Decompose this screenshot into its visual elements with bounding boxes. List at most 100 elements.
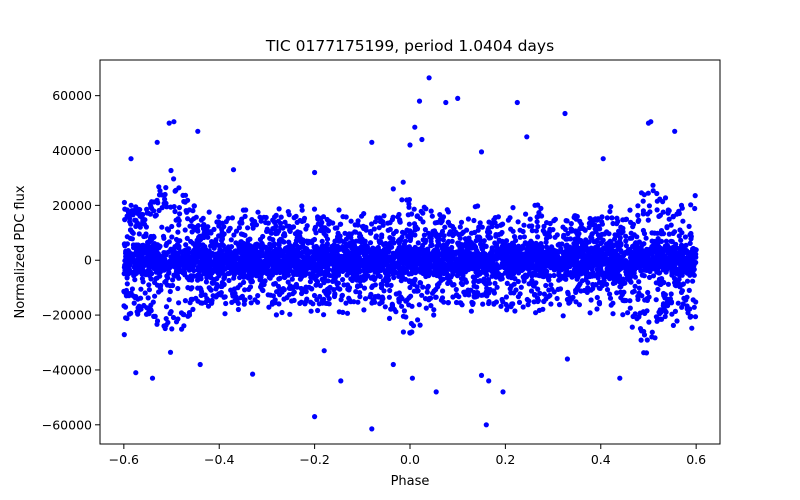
data-point	[470, 300, 476, 306]
data-point	[632, 311, 638, 317]
data-point	[255, 293, 261, 299]
data-point	[339, 293, 345, 299]
data-point	[221, 252, 227, 259]
data-point	[542, 263, 549, 269]
data-point	[666, 216, 672, 222]
data-point	[221, 267, 227, 273]
data-point	[317, 283, 323, 289]
data-point	[152, 293, 158, 299]
data-point	[264, 266, 270, 272]
data-point	[330, 267, 337, 273]
data-point	[278, 225, 284, 231]
data-point	[205, 297, 211, 303]
data-point	[534, 219, 540, 225]
data-point	[121, 199, 127, 206]
data-point	[126, 311, 132, 317]
data-point	[341, 260, 348, 267]
data-point	[607, 262, 613, 268]
data-point	[423, 206, 429, 212]
data-point	[679, 205, 685, 211]
data-point	[447, 229, 453, 235]
data-point	[315, 307, 321, 314]
data-point	[690, 278, 696, 284]
data-point	[679, 304, 685, 310]
data-point	[510, 252, 516, 259]
data-point	[461, 289, 467, 295]
data-point	[494, 249, 500, 255]
data-point	[176, 222, 182, 228]
data-point	[668, 300, 675, 306]
data-point	[233, 294, 239, 300]
data-point	[328, 259, 334, 265]
data-point	[498, 303, 504, 309]
data-point	[393, 309, 399, 315]
data-point	[510, 301, 516, 307]
data-point	[128, 202, 134, 208]
data-point	[592, 244, 599, 251]
data-point	[313, 230, 319, 236]
data-point	[308, 299, 314, 305]
data-point	[257, 236, 263, 243]
data-point	[590, 286, 596, 292]
data-point	[121, 271, 127, 277]
data-point	[554, 295, 560, 302]
data-point	[167, 349, 174, 355]
data-point	[399, 229, 406, 235]
data-point	[456, 264, 463, 270]
data-point	[423, 305, 429, 311]
data-point	[541, 223, 547, 229]
data-point	[170, 282, 176, 289]
data-point	[299, 207, 305, 213]
data-point	[507, 215, 513, 221]
data-point	[633, 260, 639, 266]
data-point	[121, 288, 127, 294]
data-point	[182, 298, 188, 304]
data-point	[389, 303, 396, 309]
data-point	[575, 262, 581, 268]
data-point	[407, 237, 413, 244]
data-point	[610, 311, 616, 317]
data-point	[491, 288, 497, 294]
data-point	[601, 270, 607, 276]
data-point	[371, 226, 377, 232]
data-point	[268, 270, 274, 276]
data-point	[586, 239, 592, 245]
data-point	[402, 267, 408, 273]
data-point	[163, 316, 169, 322]
data-point	[183, 242, 189, 248]
data-point	[379, 234, 385, 240]
data-point	[320, 261, 326, 267]
data-point	[457, 224, 463, 230]
data-point	[456, 249, 462, 255]
data-point	[143, 311, 150, 317]
data-point	[387, 244, 393, 250]
data-point	[349, 255, 355, 261]
data-point	[494, 223, 500, 229]
data-point	[162, 279, 168, 285]
data-point	[336, 207, 342, 213]
data-point	[248, 277, 255, 283]
data-point	[531, 283, 537, 289]
data-point	[484, 229, 491, 235]
data-point	[543, 239, 549, 245]
data-point	[332, 238, 338, 244]
data-point	[470, 274, 476, 280]
data-point	[379, 297, 385, 303]
data-point	[313, 246, 319, 252]
data-point	[146, 287, 152, 293]
data-point	[412, 224, 418, 230]
data-point	[444, 240, 451, 246]
data-point	[209, 239, 215, 245]
data-point	[431, 312, 437, 318]
data-point	[415, 317, 421, 323]
data-point	[453, 299, 460, 306]
data-point	[618, 289, 624, 295]
data-point	[684, 278, 691, 284]
data-point	[182, 192, 189, 198]
data-point	[463, 279, 469, 285]
data-point	[568, 221, 574, 227]
data-point	[441, 270, 447, 277]
data-point	[440, 214, 447, 220]
data-point	[387, 287, 393, 294]
data-point	[623, 243, 630, 249]
